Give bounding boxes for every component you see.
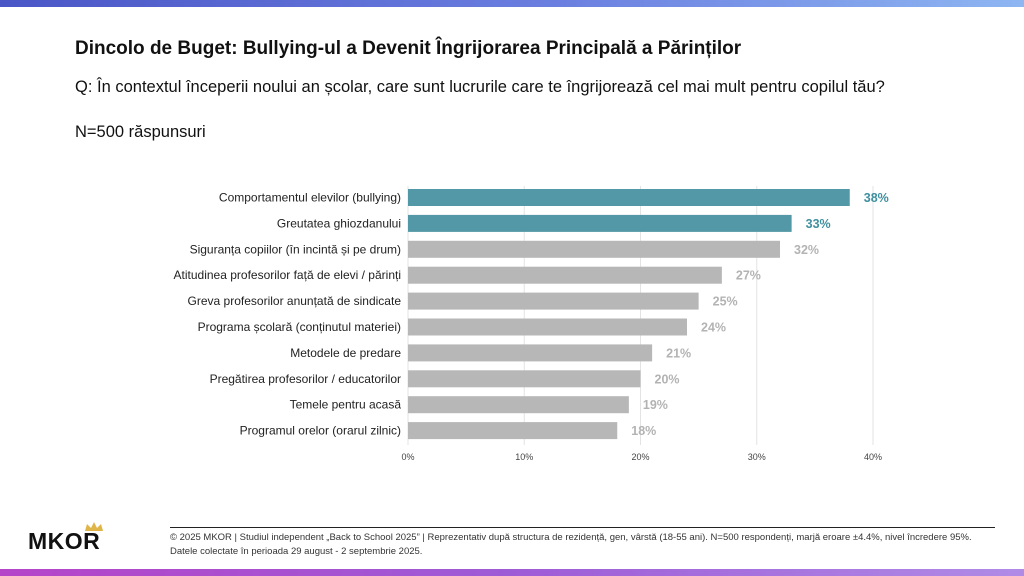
category-label: Atitudinea profesorilor față de elevi / … xyxy=(174,268,401,282)
category-label: Comportamentul elevilor (bullying) xyxy=(219,191,401,205)
value-label: 19% xyxy=(643,398,668,412)
x-tick-label: 40% xyxy=(864,452,882,462)
x-tick-label: 30% xyxy=(748,452,766,462)
bar xyxy=(408,396,629,414)
logo-text: MKOR xyxy=(28,528,101,554)
category-label: Pregătirea profesorilor / educatorilor xyxy=(210,372,401,386)
bar xyxy=(408,292,699,310)
footer-note: © 2025 MKOR | Studiul independent „Back … xyxy=(170,532,972,557)
bar xyxy=(408,370,641,388)
x-tick-label: 10% xyxy=(515,452,533,462)
bar xyxy=(408,318,687,336)
category-label: Programa școlară (conținutul materiei) xyxy=(198,320,401,334)
category-label: Siguranța copiilor (în incintă și pe dru… xyxy=(190,242,401,256)
category-label: Programul orelor (orarul zilnic) xyxy=(240,424,401,438)
top-accent-bar xyxy=(0,0,1024,7)
bar xyxy=(408,189,850,206)
survey-question: Q: În contextul începerii noului an școl… xyxy=(75,78,885,96)
footer-divider xyxy=(170,527,995,528)
value-label: 18% xyxy=(631,424,656,438)
category-label: Temele pentru acasă xyxy=(290,398,402,412)
value-label: 24% xyxy=(701,321,726,335)
bar xyxy=(408,214,792,232)
value-label: 20% xyxy=(655,372,680,386)
x-tick-label: 20% xyxy=(631,452,649,462)
bar xyxy=(408,240,780,258)
category-label: Greutatea ghiozdanului xyxy=(277,216,401,230)
value-label: 21% xyxy=(666,346,691,360)
value-label: 25% xyxy=(713,295,738,309)
value-label: 27% xyxy=(736,269,761,283)
value-label: 38% xyxy=(864,191,889,205)
value-label: 32% xyxy=(794,243,819,257)
category-label: Greva profesorilor anunțată de sindicate xyxy=(188,294,402,308)
category-label: Metodele de predare xyxy=(290,346,401,360)
sample-size: N=500 răspunsuri xyxy=(75,123,206,141)
bar xyxy=(408,266,722,284)
bottom-accent-bar xyxy=(0,569,1024,576)
bar xyxy=(408,422,618,440)
mkor-logo: MKOR xyxy=(28,522,128,556)
page-title: Dincolo de Buget: Bullying-ul a Devenit … xyxy=(75,38,742,59)
x-tick-label: 0% xyxy=(401,452,414,462)
bar xyxy=(408,344,653,362)
crown-icon xyxy=(85,522,103,531)
value-label: 33% xyxy=(806,217,831,231)
